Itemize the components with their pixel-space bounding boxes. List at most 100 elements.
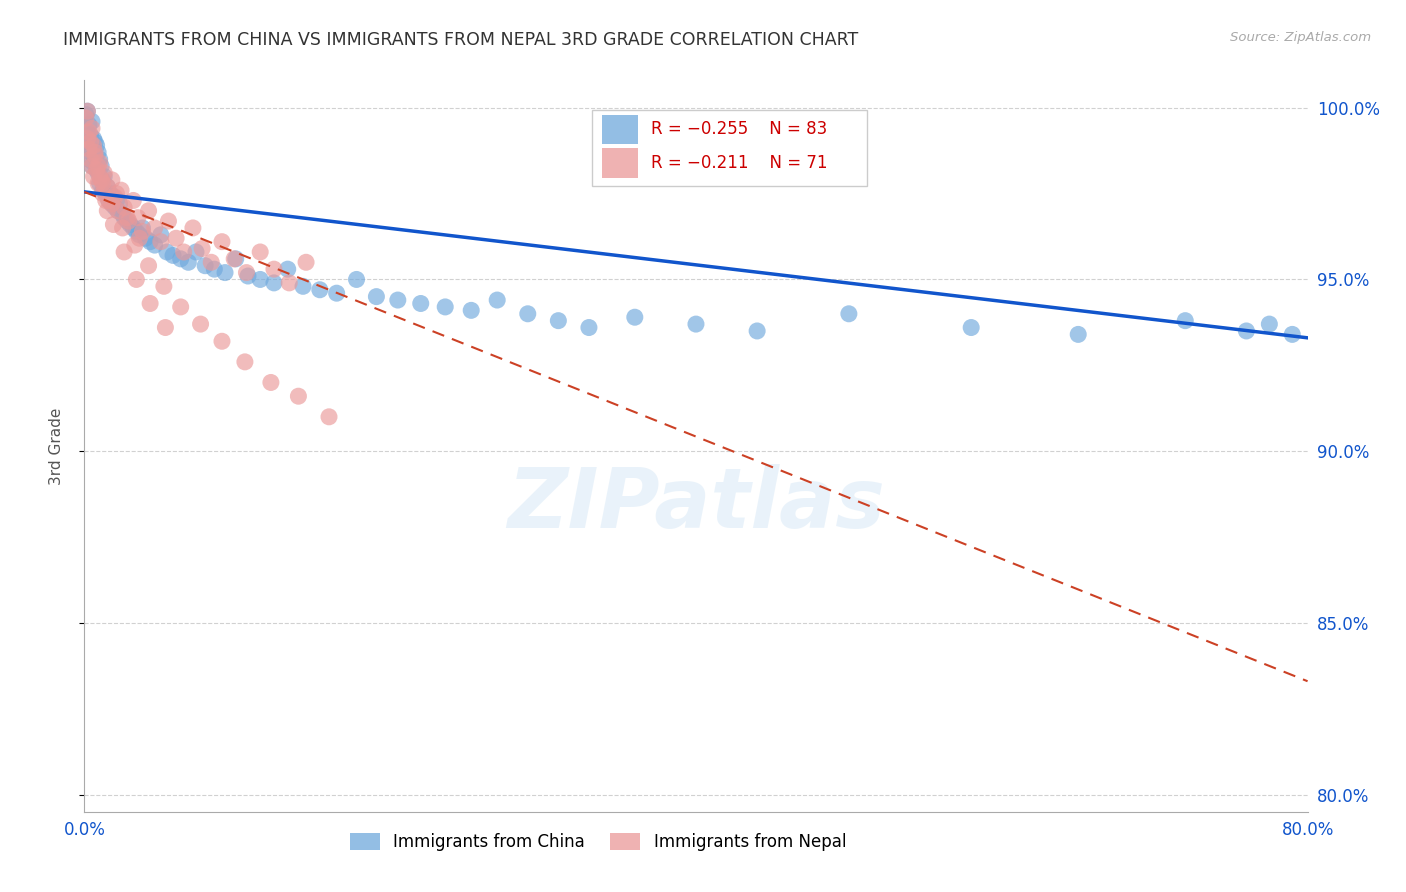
Point — [98, 186, 121, 201]
Point — [960, 320, 983, 334]
Point — [90, 173, 112, 187]
Point — [200, 255, 222, 269]
Point — [194, 259, 217, 273]
Point — [184, 244, 207, 259]
Point — [90, 159, 112, 173]
Point — [122, 194, 145, 208]
Point — [87, 145, 110, 160]
Point — [89, 155, 111, 169]
Point — [139, 296, 162, 310]
Point — [107, 203, 129, 218]
Point — [387, 293, 409, 307]
Point — [235, 266, 257, 280]
Point — [80, 121, 103, 136]
Point — [111, 207, 134, 221]
Point — [1258, 317, 1281, 331]
Point — [111, 221, 134, 235]
Point — [143, 238, 166, 252]
Point — [225, 252, 247, 266]
Point — [295, 255, 318, 269]
Point — [79, 128, 101, 143]
Point — [105, 194, 128, 208]
Point — [83, 138, 105, 153]
Point — [211, 235, 233, 249]
Point — [76, 104, 98, 119]
Point — [138, 203, 160, 218]
Point — [79, 135, 101, 149]
Point — [84, 135, 107, 149]
Point — [170, 252, 193, 266]
Point — [346, 272, 368, 286]
Point — [76, 125, 98, 139]
Point — [224, 252, 246, 266]
Point — [86, 138, 108, 153]
Point — [366, 290, 388, 304]
Point — [131, 224, 153, 238]
Point — [91, 176, 114, 190]
Point — [75, 111, 97, 125]
Point — [128, 231, 150, 245]
Point — [103, 190, 125, 204]
Point — [89, 176, 111, 190]
Point — [96, 179, 118, 194]
Point — [120, 218, 142, 232]
Point — [1174, 313, 1197, 327]
Point — [89, 169, 111, 184]
Point — [236, 268, 259, 283]
Point — [80, 114, 103, 128]
Point — [263, 262, 285, 277]
Point — [103, 218, 125, 232]
Point — [91, 186, 114, 201]
Point — [93, 169, 115, 184]
Point — [143, 221, 166, 235]
Point — [325, 286, 347, 301]
Point — [79, 153, 101, 167]
FancyBboxPatch shape — [592, 110, 868, 186]
Point — [118, 214, 141, 228]
Point — [77, 142, 100, 156]
Point — [434, 300, 457, 314]
Point — [77, 135, 100, 149]
Point — [624, 310, 647, 325]
Point — [84, 149, 107, 163]
Point — [287, 389, 309, 403]
Point — [128, 227, 150, 242]
Point — [516, 307, 538, 321]
Legend: Immigrants from China, Immigrants from Nepal: Immigrants from China, Immigrants from N… — [350, 833, 846, 851]
Point — [77, 118, 100, 132]
Point — [181, 221, 204, 235]
Point — [177, 255, 200, 269]
Point — [249, 272, 271, 286]
Point — [1067, 327, 1090, 342]
Point — [96, 203, 118, 218]
Point — [153, 279, 176, 293]
Point — [86, 162, 108, 177]
Point — [89, 153, 111, 167]
Point — [112, 244, 135, 259]
Point — [149, 227, 172, 242]
Point — [94, 186, 117, 201]
Text: ZIPatlas: ZIPatlas — [508, 464, 884, 545]
Point — [191, 242, 214, 256]
Point — [83, 155, 105, 169]
Point — [547, 313, 569, 327]
Point — [233, 355, 256, 369]
Point — [139, 235, 162, 249]
Point — [157, 214, 180, 228]
Point — [77, 153, 100, 167]
Point — [156, 244, 179, 259]
Point — [202, 262, 225, 277]
Point — [747, 324, 769, 338]
Point — [104, 200, 127, 214]
Point — [84, 145, 107, 160]
Point — [155, 320, 177, 334]
Point — [278, 276, 301, 290]
Y-axis label: 3rd Grade: 3rd Grade — [49, 408, 63, 484]
Point — [91, 173, 114, 187]
Point — [110, 183, 132, 197]
Point — [115, 211, 138, 225]
Point — [1236, 324, 1258, 338]
Point — [83, 169, 105, 184]
Text: Source: ZipAtlas.com: Source: ZipAtlas.com — [1230, 31, 1371, 45]
Point — [190, 317, 212, 331]
